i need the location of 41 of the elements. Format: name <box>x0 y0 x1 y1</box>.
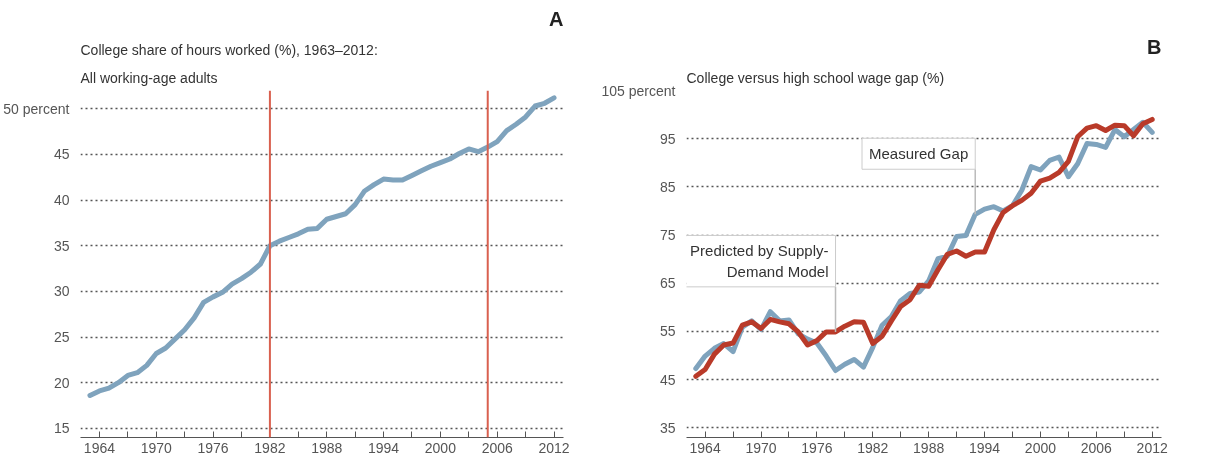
x-tick-label: 2006 <box>1080 439 1113 456</box>
x-tick-label: 1976 <box>801 439 833 456</box>
text: A <box>549 7 564 30</box>
y-tick-label: 65 <box>659 275 676 292</box>
y-tick-label: 95 <box>659 130 676 147</box>
y-tick-label: 50 percent <box>3 100 70 117</box>
x-tick-label: 1982 <box>857 439 889 456</box>
x-tick-label: 2000 <box>424 439 457 456</box>
x-tick-label: 1988 <box>311 439 343 456</box>
x-tick-label: 2000 <box>1024 439 1057 456</box>
y-tick-label: 35 <box>53 237 70 254</box>
y-tick-label: 25 <box>53 329 70 346</box>
y-tick-label: 35 <box>659 419 676 436</box>
x-tick-label: 1964 <box>689 439 721 456</box>
y-tick-label: 45 <box>659 371 676 388</box>
x-tick-label: 1964 <box>83 439 116 456</box>
x-tick-label: 1970 <box>745 439 777 456</box>
annotation: Measured Gap <box>869 145 969 163</box>
chart-title: College share of hours worked (%), 1963–2012: <box>80 41 378 58</box>
y-tick-label: 45 <box>53 146 70 163</box>
y-tick-label: 40 <box>53 192 70 209</box>
y-tick-label: 105 percent <box>601 82 676 99</box>
x-tick-label: 1982 <box>254 439 286 456</box>
x-tick-label: 1994 <box>968 439 1001 456</box>
x-tick-label: 2006 <box>481 439 513 456</box>
y-tick-label: 75 <box>659 227 676 244</box>
y-tick-label: 55 <box>659 323 676 340</box>
text: B <box>1147 35 1162 58</box>
x-tick-label: 1970 <box>140 439 173 456</box>
y-tick-label: 15 <box>53 420 70 437</box>
y-tick-label: 20 <box>53 374 70 391</box>
x-tick-label: 2012 <box>538 439 570 456</box>
x-tick-label: 2012 <box>1136 439 1168 456</box>
y-tick-label: 30 <box>53 283 70 300</box>
x-tick-label: 1994 <box>367 439 400 456</box>
x-tick-label: 1976 <box>197 439 229 456</box>
y-tick-label: 85 <box>659 178 676 195</box>
x-tick-label: 1988 <box>913 439 945 456</box>
chart-subtitle: All working-age adults <box>80 69 218 86</box>
chart-title: College versus high school wage gap (%) <box>686 69 945 86</box>
annotation: Predicted by Supply-Demand Model <box>690 242 829 280</box>
